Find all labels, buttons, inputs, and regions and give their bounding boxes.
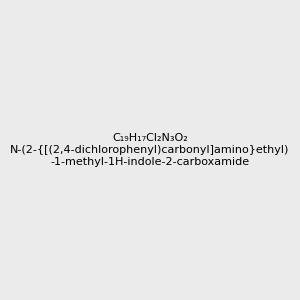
Text: C₁₉H₁₇Cl₂N₃O₂
N-(2-{[(2,4-dichlorophenyl)carbonyl]amino}ethyl)
-1-methyl-1H-indo: C₁₉H₁₇Cl₂N₃O₂ N-(2-{[(2,4-dichlorophenyl… <box>10 134 290 166</box>
